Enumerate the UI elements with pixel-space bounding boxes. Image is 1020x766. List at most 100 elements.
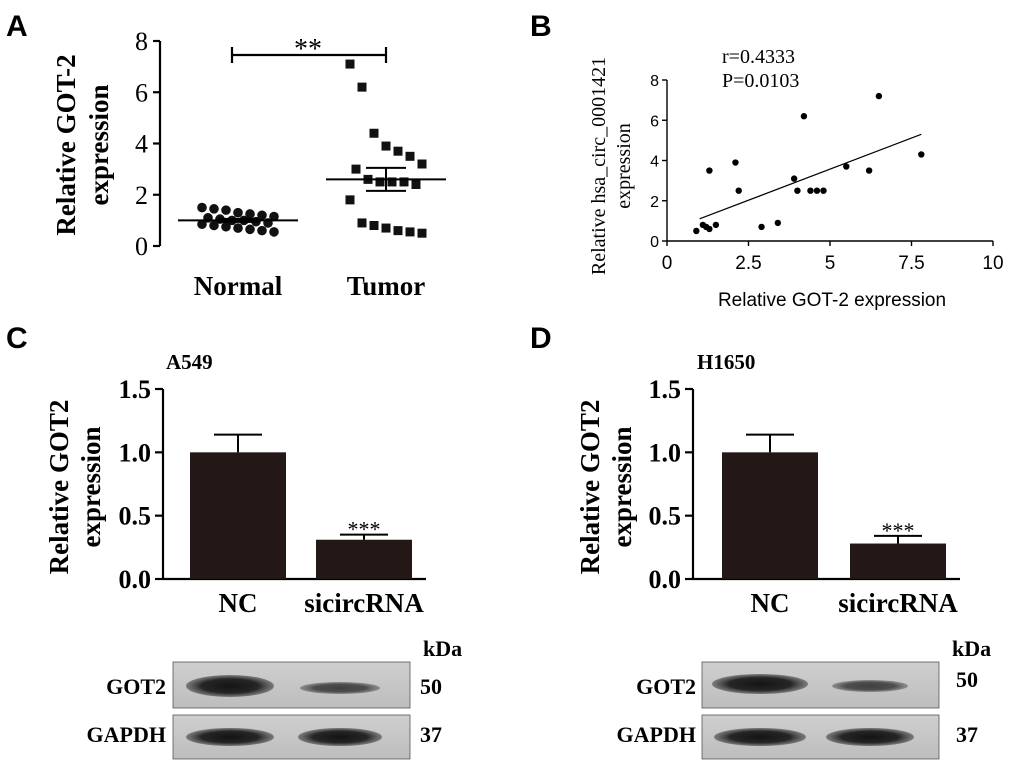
panel-label-a: A xyxy=(6,10,28,43)
panel-a-y-axis: 0 2 4 6 8 xyxy=(135,27,162,261)
panel-a-point-tumor xyxy=(345,59,355,69)
panel-d-blot-gapdh-band-nc xyxy=(714,728,806,746)
panel-c-western-blot: kDa GOT2 GAPDH 50 37 xyxy=(87,636,462,760)
panel-a-point-normal xyxy=(257,225,267,236)
panel-c-blot-gapdh-band-nc xyxy=(186,728,274,746)
panel-d-ytick-label: 1.5 xyxy=(649,375,682,404)
panel-b-xtick-label: 10 xyxy=(982,253,1003,274)
panel-b-point xyxy=(794,187,801,194)
panel-b-point xyxy=(820,187,827,194)
panel-a-ytick-label: 6 xyxy=(135,78,148,107)
panel-b-ylabel-line2: expression xyxy=(613,123,635,209)
panel-c-ytick-label: 1.5 xyxy=(119,375,152,404)
panel-a-point-tumor xyxy=(369,221,379,230)
panel-a-point-normal xyxy=(245,209,255,219)
panel-d-significance: *** xyxy=(882,518,915,543)
panel-c-blot-gapdh-label: GAPDH xyxy=(87,722,166,747)
panel-c-blot-gapdh-band-si xyxy=(298,728,382,746)
panel-b-point xyxy=(712,221,720,229)
panel-a-ytick-label: 2 xyxy=(135,181,148,210)
panel-b-point xyxy=(706,167,713,174)
panel-a-point-tumor xyxy=(405,227,415,237)
panel-d-blot-got2-kda: 50 xyxy=(956,667,978,692)
panel-c-blot-got2-band-si xyxy=(300,682,380,694)
panel-b-stat-p: P=0.0103 xyxy=(722,70,799,92)
panel-b-point xyxy=(865,167,873,174)
panel-c-blot-got2-label: GOT2 xyxy=(106,674,166,699)
panel-d-ylabel-line1: Relative GOT2 xyxy=(575,400,605,575)
panel-d: D H1650 Relative GOT2 expression 0.0 0.5 1… xyxy=(530,322,991,760)
panel-d-blot-got2-band-nc xyxy=(712,674,808,694)
panel-b-point xyxy=(807,187,814,194)
panel-a-point-tumor xyxy=(399,177,409,187)
panel-c: C A549 Relative GOT2 expression 0.0 0.5 1.… xyxy=(6,322,462,760)
panel-d-blot-got2-band-si xyxy=(832,680,908,692)
panel-a-point-tumor xyxy=(393,226,403,236)
panel-d-ytick-label: 0.0 xyxy=(649,565,682,594)
panel-a-point-normal xyxy=(233,207,243,218)
panel-a-point-tumor xyxy=(357,218,367,228)
panel-a-point-tumor xyxy=(417,159,427,169)
panel-b-point xyxy=(706,225,713,233)
panel-b-point xyxy=(735,187,742,194)
panel-c-cell-line: A549 xyxy=(166,350,213,374)
panel-b-xtick-label: 0 xyxy=(662,253,673,274)
panel-d-blot-gapdh-kda: 37 xyxy=(956,722,978,747)
panel-c-blot-got2-kda: 50 xyxy=(420,674,442,699)
panel-b-point xyxy=(732,159,739,166)
panel-d-blot-gapdh-label: GAPDH xyxy=(617,722,696,747)
panel-d-category-nc: NC xyxy=(751,588,790,618)
panel-a-ytick-label: 0 xyxy=(135,232,148,261)
panel-c-ylabel-line2: expression xyxy=(76,426,106,547)
panel-a-point-tumor xyxy=(393,146,403,156)
panel-b-point xyxy=(790,175,798,182)
panel-a-point-normal xyxy=(269,211,279,222)
panel-d-western-blot: kDa GOT2 GAPDH 50 37 xyxy=(617,636,991,760)
panel-c-blot-unit: kDa xyxy=(423,636,462,661)
panel-a: A Relative GOT-2 expression 0 2 4 6 8 Normal… xyxy=(6,10,446,301)
panel-c-bar-sicircrna xyxy=(316,539,412,579)
panel-a-point-tumor xyxy=(357,82,367,92)
panel-b-points xyxy=(693,92,925,235)
panel-d-blot-got2-label: GOT2 xyxy=(636,674,696,699)
panel-a-category-tumor: Tumor xyxy=(347,271,426,301)
panel-c-significance: *** xyxy=(348,517,381,542)
panel-a-point-normal xyxy=(221,221,231,232)
panel-a-points xyxy=(178,59,446,238)
panel-b-point xyxy=(918,151,925,158)
panel-a-point-tumor xyxy=(375,177,385,187)
panel-b: B Relative hsa_circ_0001421 expression R… xyxy=(530,10,1004,311)
panel-d-ylabel-line2: expression xyxy=(607,426,637,547)
panel-a-point-normal xyxy=(221,205,231,215)
panel-c-ytick-label: 0.5 xyxy=(119,502,152,531)
panel-a-point-tumor xyxy=(387,177,397,187)
panel-a-ylabel-line1: Relative GOT-2 xyxy=(51,54,81,235)
panel-b-axes: 0 2 4 6 8 0 2.5 5 7.5 10 xyxy=(650,73,1003,274)
panel-a-ytick-label: 8 xyxy=(135,27,148,56)
panel-a-point-normal xyxy=(257,210,267,221)
panel-b-fit-line xyxy=(699,133,922,220)
panel-c-ylabel-line1: Relative GOT2 xyxy=(44,400,74,575)
panel-a-point-normal xyxy=(245,224,255,235)
panel-d-cell-line: H1650 xyxy=(697,350,755,374)
panel-a-point-normal xyxy=(197,219,207,230)
panel-c-ytick-label: 1.0 xyxy=(119,438,152,467)
panel-d-ytick-label: 0.5 xyxy=(649,502,682,531)
panel-d-blot-gapdh-band-si xyxy=(826,728,914,746)
panel-a-ytick-label: 4 xyxy=(135,130,148,159)
panel-a-point-tumor xyxy=(369,128,379,138)
panel-b-ytick-label: 0 xyxy=(650,234,659,251)
panel-a-ylabel-line2: expression xyxy=(84,84,114,205)
panel-b-point xyxy=(813,187,821,194)
panel-b-point xyxy=(693,227,700,235)
panel-label-c: C xyxy=(6,322,28,355)
panel-d-bar-nc xyxy=(722,452,818,579)
panel-a-point-tumor xyxy=(345,195,355,205)
panel-a-point-tumor xyxy=(381,223,391,233)
panel-label-d: D xyxy=(530,322,552,355)
panel-b-stat-r: r=0.4333 xyxy=(722,46,795,68)
panel-b-xtick-label: 5 xyxy=(825,253,836,274)
panel-a-category-normal: Normal xyxy=(194,271,283,301)
panel-a-point-normal xyxy=(197,202,207,213)
